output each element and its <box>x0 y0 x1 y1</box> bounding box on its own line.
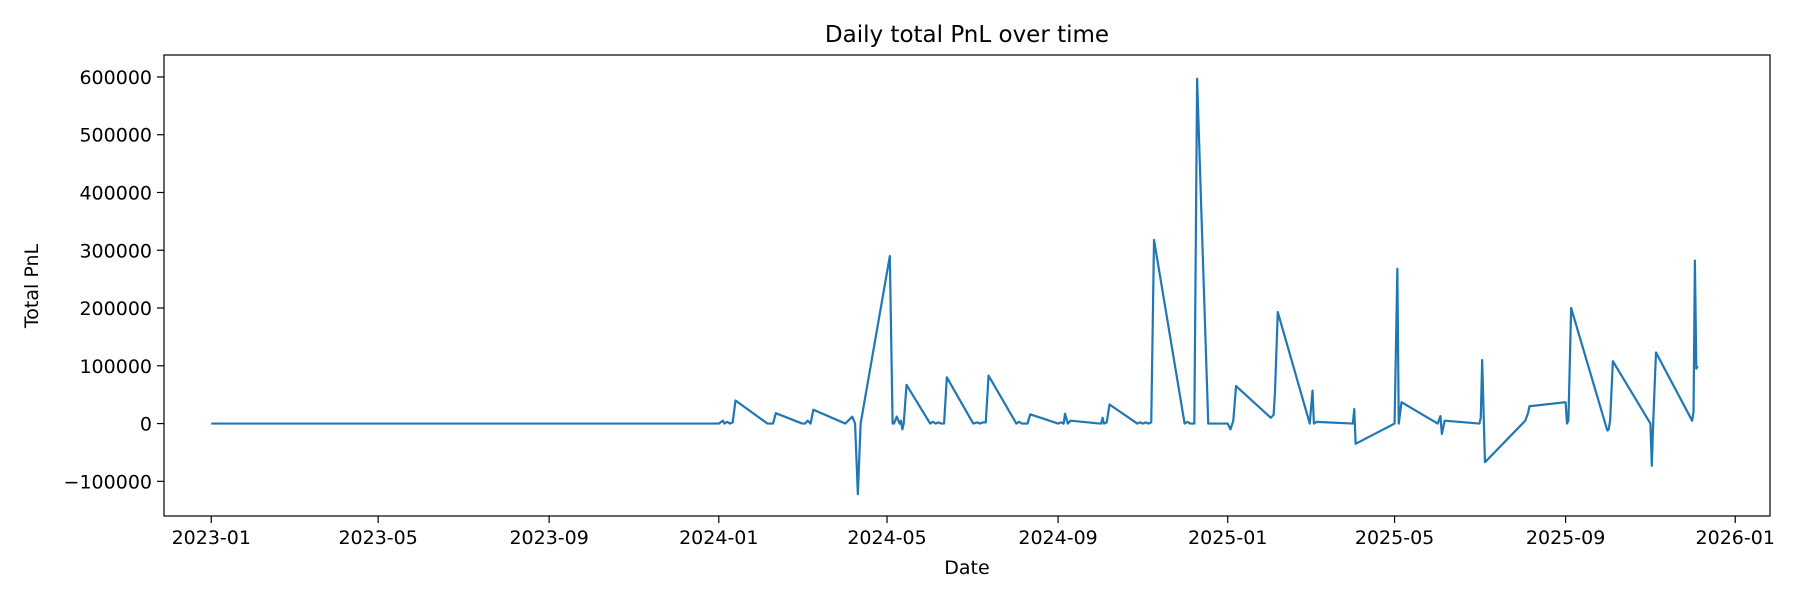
x-axis-label: Date <box>944 557 989 579</box>
x-tick-label: 2024-05 <box>847 527 926 549</box>
x-tick-label: 2024-09 <box>1018 527 1097 549</box>
plot-area <box>163 54 1771 517</box>
y-tick-label: 100000 <box>79 356 152 378</box>
y-tick-label: 500000 <box>79 125 152 147</box>
x-tick-label: 2025-09 <box>1526 527 1605 549</box>
x-tick-label: 2026-01 <box>1696 527 1775 549</box>
y-tick-label: 300000 <box>79 240 152 262</box>
x-tick-label: 2024-01 <box>679 527 758 549</box>
y-axis-label: Total PnL <box>21 244 43 330</box>
x-tick-label: 2023-09 <box>509 527 588 549</box>
x-tick-label: 2025-01 <box>1188 527 1267 549</box>
y-tick-label: 200000 <box>79 298 152 320</box>
y-tick-label: −100000 <box>64 471 152 493</box>
y-tick-label: 0 <box>140 414 152 436</box>
y-axis: −100000 0 100000 200000 300000 400000 500000 60… <box>64 67 164 493</box>
series-line <box>211 77 1699 496</box>
chart-title: Daily total PnL over time <box>825 22 1109 48</box>
x-axis: 2023-01 2023-05 2023-09 2024-01 2024-05 2024-… <box>172 516 1775 549</box>
plot-frame <box>163 54 1771 517</box>
x-tick-label: 2025-05 <box>1355 527 1434 549</box>
x-tick-label: 2023-01 <box>172 527 251 549</box>
y-tick-label: 600000 <box>79 67 152 89</box>
y-tick-label: 400000 <box>79 182 152 204</box>
x-tick-label: 2023-05 <box>338 527 417 549</box>
